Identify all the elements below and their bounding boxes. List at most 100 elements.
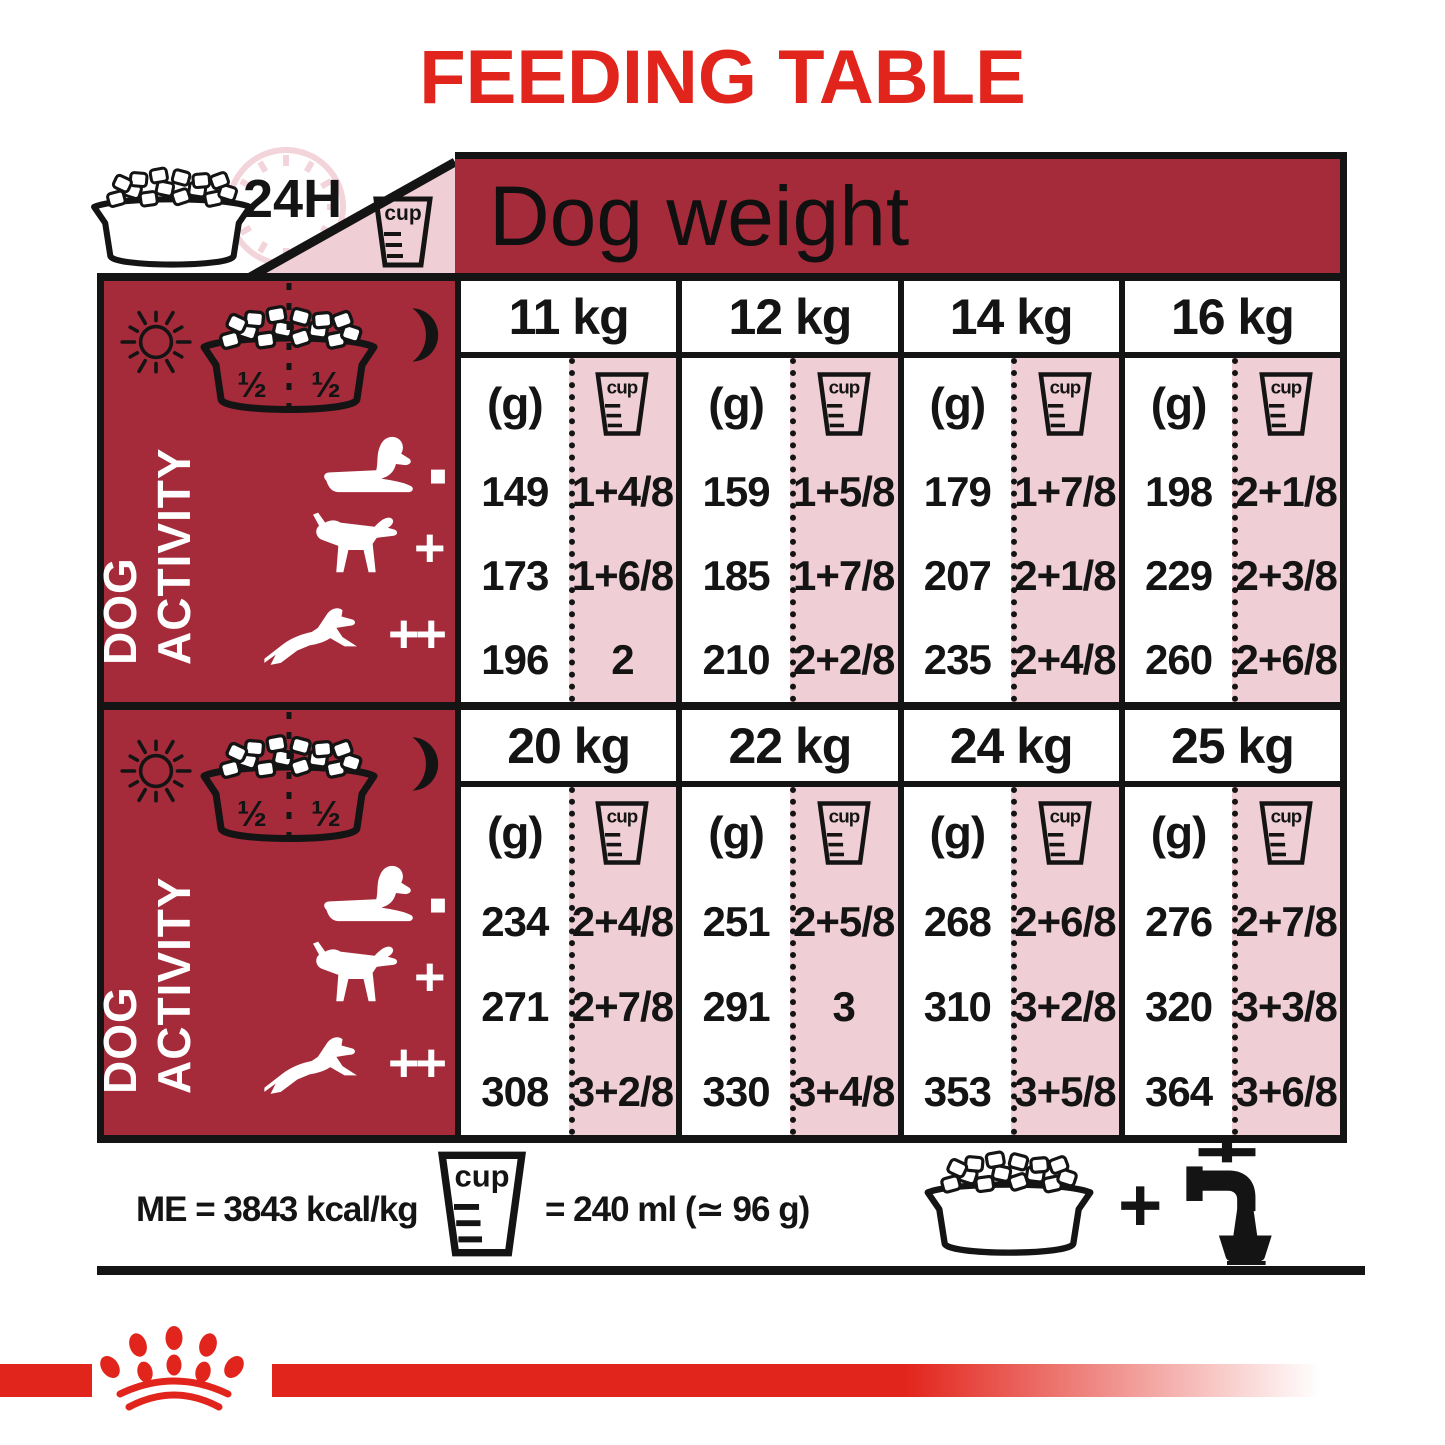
svg-text:cup: cup <box>1050 376 1081 397</box>
cup-icon: cup <box>371 194 435 270</box>
cup-icon: cup <box>433 1148 531 1260</box>
grams-value: 229 <box>1145 552 1213 599</box>
svg-text:cup: cup <box>607 376 638 397</box>
dog-running-icon <box>260 597 386 669</box>
grams-value: 271 <box>481 982 549 1030</box>
cup-subcolumn-bg <box>789 787 898 1135</box>
cup-value: 2+4/8 <box>571 897 674 945</box>
cup-value: 3 <box>832 982 856 1030</box>
weight-column-14kg: 14 kg (g) cup 179 1+7/8 207 2+1/8 235 2+4/8 <box>897 281 1119 702</box>
cup-value: 3+2/8 <box>571 1068 674 1116</box>
weight-header: 25 kg <box>1124 710 1340 787</box>
grams-header: (g) <box>708 378 765 430</box>
dog-lying-icon <box>318 425 422 501</box>
svg-text:cup: cup <box>828 805 859 826</box>
moon-icon <box>396 305 440 365</box>
royal-canin-crown-logo <box>95 1326 253 1414</box>
weight-header: 22 kg <box>682 710 898 787</box>
cup-value: 3+3/8 <box>1235 982 1338 1030</box>
grams-value: 308 <box>481 1068 549 1116</box>
svg-text:cup: cup <box>384 202 421 225</box>
brand-band-fade <box>272 1364 1364 1397</box>
grams-value: 291 <box>702 982 771 1030</box>
cup-value: 2+1/8 <box>1014 552 1116 599</box>
cup-value: 2+2/8 <box>793 636 895 683</box>
weight-column-11kg: 11 kg (g) cup 149 1+4/8 173 1+6/8 196 2 <box>455 281 677 702</box>
cup-value: 2 <box>611 636 634 683</box>
svg-text:cup: cup <box>1050 805 1081 826</box>
weight-column-22kg: 22 kg (g) cup 251 2+5/8 291 3 330 3+4/8 <box>676 710 898 1135</box>
grams-value: 353 <box>923 1068 992 1116</box>
grams-value: 276 <box>1145 897 1213 945</box>
grams-value: 149 <box>481 468 549 515</box>
cup-subcolumn-bg <box>1232 787 1340 1135</box>
grams-header: (g) <box>929 378 986 430</box>
grams-value: 159 <box>702 468 771 515</box>
grams-value: 179 <box>923 468 992 515</box>
cup-value: 2+7/8 <box>1235 897 1338 945</box>
cup-value: 2+6/8 <box>1235 636 1338 683</box>
cup-subcolumn-bg <box>568 787 677 1135</box>
cup-value: 2+4/8 <box>1014 636 1116 683</box>
grams-header: (g) <box>929 807 986 859</box>
grams-value: 234 <box>481 897 549 945</box>
plus-sign: + <box>1118 1163 1163 1248</box>
grams-value: 251 <box>702 897 771 945</box>
cup-subcolumn-bg <box>1011 358 1119 702</box>
cup-icon: cup <box>1257 370 1315 438</box>
grams-header: (g) <box>486 378 544 430</box>
svg-text:½: ½ <box>311 364 341 405</box>
svg-text:½: ½ <box>237 793 267 834</box>
grams-header: (g) <box>486 807 544 859</box>
svg-text:cup: cup <box>607 805 638 826</box>
weight-columns: 11 kg (g) cup 149 1+4/8 173 1+6/8 196 2 12 … <box>455 281 1340 702</box>
grams-value: 198 <box>1145 468 1213 515</box>
weight-header: 14 kg <box>903 281 1119 358</box>
grams-value: 364 <box>1145 1068 1213 1116</box>
weight-column-25kg: 25 kg (g) cup 276 2+7/8 320 3+3/8 364 3+6/8 <box>1118 710 1340 1135</box>
svg-text:½: ½ <box>237 364 267 405</box>
cup-value: 2+5/8 <box>793 897 895 945</box>
water-tap-icon <box>1168 1140 1286 1266</box>
activity-high-marker: ++ <box>388 604 447 664</box>
cup-value: 3+4/8 <box>793 1068 895 1116</box>
dog-standing-icon <box>310 936 406 1028</box>
cup-icon: cup <box>815 370 873 438</box>
weight-header: 12 kg <box>682 281 898 358</box>
cup-icon: cup <box>1257 799 1315 867</box>
weight-column-24kg: 24 kg (g) cup 268 2+6/8 310 3+2/8 353 3+5/8 <box>897 710 1119 1135</box>
grams-header: (g) <box>1150 378 1208 430</box>
activity-low-marker: ▪ <box>428 443 448 506</box>
dog-lying-icon <box>318 854 422 930</box>
svg-text:cup: cup <box>828 376 859 397</box>
divider <box>97 273 1347 281</box>
weight-column-16kg: 16 kg (g) cup 198 2+1/8 229 2+3/8 260 2+6/8 <box>1118 281 1340 702</box>
cup-value: 1+6/8 <box>571 552 674 599</box>
cup-value: 3+5/8 <box>1014 1068 1116 1116</box>
svg-text:cup: cup <box>1271 805 1302 826</box>
weight-column-12kg: 12 kg (g) cup 159 1+5/8 185 1+7/8 210 2+2/8 <box>676 281 898 702</box>
svg-text:cup: cup <box>1271 376 1302 397</box>
activity-medium-marker: + <box>414 947 446 1007</box>
grams-header: (g) <box>1150 807 1208 859</box>
dog-weight-banner: Dog weight <box>455 152 1347 273</box>
divider <box>97 702 1347 710</box>
diagonal-corner <box>243 152 455 281</box>
grams-value: 185 <box>702 552 771 599</box>
sun-icon <box>117 303 195 381</box>
dog-weight-label: Dog weight <box>489 168 910 263</box>
cup-value: 1+7/8 <box>793 552 895 599</box>
cup-value: 2+7/8 <box>571 982 674 1030</box>
divider <box>97 1135 1347 1143</box>
cup-value: 3+6/8 <box>1235 1068 1338 1116</box>
dog-activity-label: DOG ACTIVITY <box>94 876 200 1094</box>
svg-text:cup: cup <box>454 1158 509 1193</box>
hours-badge: 24H <box>243 169 343 229</box>
sun-icon <box>117 732 195 810</box>
dog-activity-label: DOG ACTIVITY <box>94 447 200 665</box>
